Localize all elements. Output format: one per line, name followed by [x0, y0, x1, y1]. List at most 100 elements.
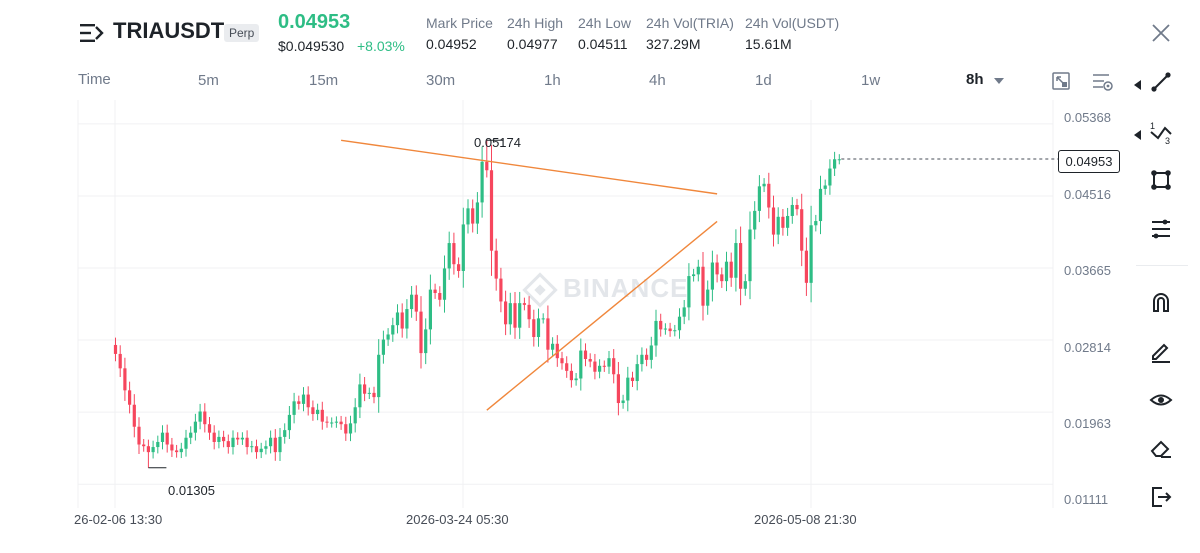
- candle-body: [823, 185, 827, 189]
- last-price: 0.04953: [278, 11, 351, 33]
- tf-1h[interactable]: 1h: [544, 72, 561, 89]
- candle-body: [160, 432, 165, 442]
- candle: [461, 207, 465, 288]
- candle-body: [579, 350, 583, 379]
- candle-body: [128, 390, 132, 405]
- candle: [226, 434, 230, 454]
- candle: [113, 337, 118, 362]
- x-tick-label: 26-02-06 13:30: [74, 512, 163, 527]
- candle-body: [146, 446, 150, 453]
- candle: [217, 430, 221, 449]
- shapes-icon[interactable]: [1145, 164, 1177, 196]
- candle-body: [814, 221, 818, 226]
- candle: [767, 172, 771, 219]
- candle-body: [499, 278, 503, 302]
- candle-body: [156, 441, 160, 448]
- candle-body: [348, 423, 353, 434]
- candle: [739, 226, 743, 306]
- fib-tools-icon[interactable]: [1145, 213, 1177, 245]
- last-price-tag: 0.04953: [1058, 150, 1120, 173]
- svg-text:1: 1: [1150, 121, 1155, 131]
- candle-body: [132, 404, 136, 427]
- candle: [518, 291, 522, 339]
- candle: [574, 372, 578, 386]
- candle: [710, 250, 714, 302]
- candle: [823, 179, 827, 195]
- candle: [447, 231, 451, 280]
- candle-body: [316, 409, 320, 415]
- candle-body: [818, 188, 823, 222]
- time-label[interactable]: Time: [78, 71, 111, 88]
- candle: [175, 444, 179, 458]
- symbol-title[interactable]: TRIAUSDT: [113, 18, 225, 43]
- candle-body: [729, 261, 733, 278]
- candle-body: [367, 392, 371, 394]
- tf-4h[interactable]: 4h: [649, 72, 666, 89]
- candle: [536, 308, 541, 347]
- candle: [786, 207, 790, 236]
- candle-body: [701, 266, 705, 306]
- candle-body: [724, 261, 729, 282]
- candle: [165, 424, 169, 453]
- magnet-icon[interactable]: [1145, 286, 1177, 318]
- tf-selected-dropdown[interactable]: 8h: [966, 71, 1004, 89]
- candle-body: [452, 243, 456, 265]
- eraser-icon[interactable]: [1145, 432, 1177, 464]
- tf-15m[interactable]: 15m: [309, 72, 339, 89]
- tf-1w[interactable]: 1w: [861, 72, 881, 89]
- collapse-arrow-icon[interactable]: [1134, 77, 1141, 95]
- candle: [334, 416, 338, 428]
- candle-body: [560, 358, 564, 364]
- candle-body: [438, 292, 442, 300]
- low-24h-value: 0.04511: [578, 36, 628, 52]
- fullscreen-icon[interactable]: [1051, 71, 1071, 91]
- menu-icon[interactable]: [80, 22, 106, 44]
- candle: [480, 146, 484, 218]
- candle: [297, 395, 301, 410]
- candle: [715, 254, 719, 283]
- candle-body: [231, 437, 235, 448]
- candle: [814, 214, 818, 232]
- y-tick-label: 0.04516: [1064, 187, 1111, 202]
- candle-body: [193, 421, 197, 433]
- candle: [729, 252, 733, 287]
- high-24h-label: 24h High: [507, 15, 564, 31]
- exit-icon[interactable]: [1145, 481, 1177, 513]
- tf-30m[interactable]: 30m: [426, 72, 456, 89]
- candle-body: [771, 207, 776, 235]
- candle: [607, 350, 611, 374]
- close-icon[interactable]: [1150, 22, 1172, 44]
- candle: [118, 345, 122, 378]
- candle-body: [692, 274, 696, 277]
- candle-body: [222, 436, 226, 442]
- eye-icon[interactable]: [1145, 384, 1177, 416]
- candle: [184, 429, 188, 457]
- collapse-arrow-icon[interactable]: [1134, 127, 1141, 145]
- pencil-icon[interactable]: [1145, 335, 1177, 367]
- candle: [489, 145, 494, 276]
- candle: [438, 286, 442, 307]
- candle: [743, 274, 747, 296]
- chart-settings-icon[interactable]: [1092, 72, 1114, 92]
- trend-line-icon[interactable]: [1145, 66, 1177, 98]
- tf-selected-label: 8h: [966, 71, 984, 88]
- tf-1d[interactable]: 1d: [755, 72, 772, 89]
- candle: [602, 360, 606, 372]
- candle-body: [551, 343, 555, 350]
- candle: [442, 255, 447, 313]
- candle-body: [795, 204, 799, 210]
- candles: [113, 140, 841, 468]
- candle: [696, 259, 700, 282]
- candle: [837, 154, 841, 165]
- vol-tria-value: 327.29M: [646, 36, 701, 52]
- candle-body: [386, 334, 390, 340]
- candle: [259, 442, 263, 459]
- candle: [616, 361, 620, 416]
- tf-5m[interactable]: 5m: [198, 72, 219, 89]
- candle: [649, 336, 653, 369]
- candle: [353, 398, 357, 433]
- vol-tria-label: 24h Vol(TRIA): [646, 15, 734, 31]
- candle: [522, 297, 526, 311]
